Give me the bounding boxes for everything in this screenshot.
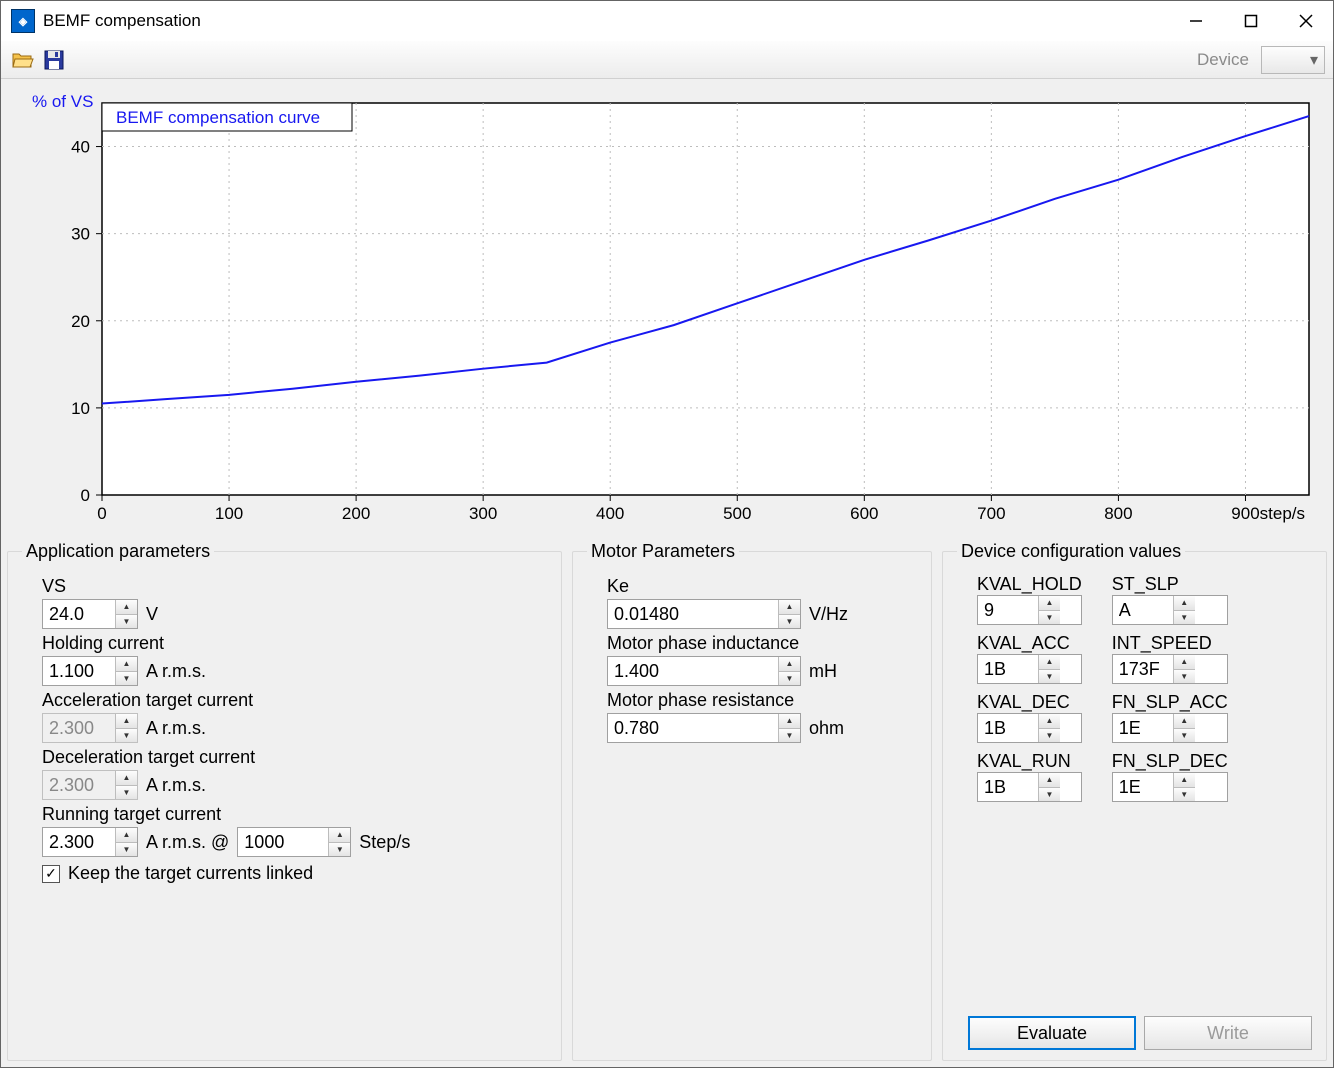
open-file-button[interactable] [9,47,35,73]
device-config-item: INT_SPEED▲▼ [1112,633,1228,684]
device-config-item: KVAL_RUN▲▼ [977,751,1082,802]
svg-text:800: 800 [1104,504,1132,523]
svg-text:30: 30 [71,225,90,244]
save-file-button[interactable] [41,47,67,73]
chart-panel: 0102030400100200300400500600700800900% o… [7,85,1327,535]
svg-text:600: 600 [850,504,878,523]
spin-up-icon[interactable]: ▲ [116,600,137,615]
device-config-item: FN_SLP_ACC▲▼ [1112,692,1228,743]
device-combo[interactable]: ▾ [1261,46,1325,74]
svg-text:step/s: step/s [1260,504,1305,523]
inductance-unit: mH [809,661,837,682]
ke-unit: V/Hz [809,604,848,625]
resistance-unit: ohm [809,718,844,739]
device-config-label: FN_SLP_DEC [1112,751,1228,772]
svg-text:% of VS: % of VS [32,92,93,111]
svg-text:100: 100 [215,504,243,523]
device-config-label: KVAL_DEC [977,692,1082,713]
link-currents-label: Keep the target currents linked [68,863,313,884]
svg-text:700: 700 [977,504,1005,523]
application-parameters-group: Application parameters VS ▲▼ V Holding c… [7,541,562,1061]
minimize-button[interactable] [1168,2,1223,40]
running-speed-input[interactable]: ▲▼ [237,827,351,857]
svg-text:300: 300 [469,504,497,523]
device-config-label: KVAL_RUN [977,751,1082,772]
vs-label: VS [42,576,547,597]
device-config-label: INT_SPEED [1112,633,1228,654]
device-config-item: FN_SLP_DEC▲▼ [1112,751,1228,802]
motor-parameters-group: Motor Parameters Ke ▲▼ V/Hz Motor phase … [572,541,932,1061]
svg-text:400: 400 [596,504,624,523]
decel-current-label: Deceleration target current [42,747,547,768]
svg-text:0: 0 [97,504,106,523]
app-window: ◈ BEMF compensation Device ▾ 01020304001… [0,0,1334,1068]
holding-current-label: Holding current [42,633,547,654]
accel-current-label: Acceleration target current [42,690,547,711]
holding-current-unit: A r.m.s. [146,661,206,682]
motor-parameters-legend: Motor Parameters [587,541,739,562]
vs-unit: V [146,604,158,625]
device-config-input[interactable]: ▲▼ [977,654,1082,684]
evaluate-button[interactable]: Evaluate [968,1016,1136,1050]
device-config-input[interactable]: ▲▼ [1112,595,1228,625]
device-config-input[interactable]: ▲▼ [1112,772,1228,802]
maximize-button[interactable] [1223,2,1278,40]
device-label: Device [1197,50,1249,70]
device-config-label: KVAL_HOLD [977,574,1082,595]
device-config-label: KVAL_ACC [977,633,1082,654]
running-current-label: Running target current [42,804,547,825]
device-config-legend: Device configuration values [957,541,1185,562]
vs-input[interactable]: ▲▼ [42,599,138,629]
device-config-label: FN_SLP_ACC [1112,692,1228,713]
device-config-input[interactable]: ▲▼ [977,772,1082,802]
inductance-label: Motor phase inductance [607,633,917,654]
resistance-input[interactable]: ▲▼ [607,713,801,743]
device-config-item: KVAL_DEC▲▼ [977,692,1082,743]
bemf-chart: 0102030400100200300400500600700800900% o… [7,85,1327,535]
parameter-groups: Application parameters VS ▲▼ V Holding c… [7,541,1327,1061]
svg-text:10: 10 [71,399,90,418]
application-parameters-legend: Application parameters [22,541,214,562]
write-button: Write [1144,1016,1312,1050]
svg-text:BEMF compensation curve: BEMF compensation curve [116,108,320,127]
device-config-item: ST_SLP▲▼ [1112,574,1228,625]
holding-current-input[interactable]: ▲▼ [42,656,138,686]
svg-text:500: 500 [723,504,751,523]
device-config-item: KVAL_ACC▲▼ [977,633,1082,684]
running-current-input[interactable]: ▲▼ [42,827,138,857]
svg-text:900: 900 [1231,504,1259,523]
svg-text:0: 0 [81,486,90,505]
inductance-input[interactable]: ▲▼ [607,656,801,686]
svg-text:200: 200 [342,504,370,523]
resistance-label: Motor phase resistance [607,690,917,711]
device-config-input[interactable]: ▲▼ [1112,713,1228,743]
decel-current-input: ▲▼ [42,770,138,800]
running-current-unit: A r.m.s. @ [146,832,229,853]
device-config-input[interactable]: ▲▼ [1112,654,1228,684]
svg-text:40: 40 [71,138,90,157]
content-area: 0102030400100200300400500600700800900% o… [1,79,1333,1067]
device-config-input[interactable]: ▲▼ [977,713,1082,743]
device-config-right-column: ST_SLP▲▼INT_SPEED▲▼FN_SLP_ACC▲▼FN_SLP_DE… [1112,574,1228,806]
device-config-left-column: KVAL_HOLD▲▼KVAL_ACC▲▼KVAL_DEC▲▼KVAL_RUN▲… [977,574,1082,806]
window-title: BEMF compensation [43,11,201,31]
accel-current-unit: A r.m.s. [146,718,206,739]
titlebar: ◈ BEMF compensation [1,1,1333,41]
link-currents-checkbox[interactable]: ✓ [42,865,60,883]
running-speed-unit: Step/s [359,832,410,853]
accel-current-input: ▲▼ [42,713,138,743]
spin-down-icon[interactable]: ▼ [116,615,137,629]
device-config-item: KVAL_HOLD▲▼ [977,574,1082,625]
decel-current-unit: A r.m.s. [146,775,206,796]
ke-label: Ke [607,576,917,597]
app-icon: ◈ [11,9,35,33]
svg-text:20: 20 [71,312,90,331]
device-config-label: ST_SLP [1112,574,1228,595]
device-config-group: Device configuration values KVAL_HOLD▲▼K… [942,541,1327,1061]
chevron-down-icon: ▾ [1310,50,1318,70]
close-button[interactable] [1278,2,1333,40]
device-config-input[interactable]: ▲▼ [977,595,1082,625]
toolbar: Device ▾ [1,41,1333,79]
ke-input[interactable]: ▲▼ [607,599,801,629]
